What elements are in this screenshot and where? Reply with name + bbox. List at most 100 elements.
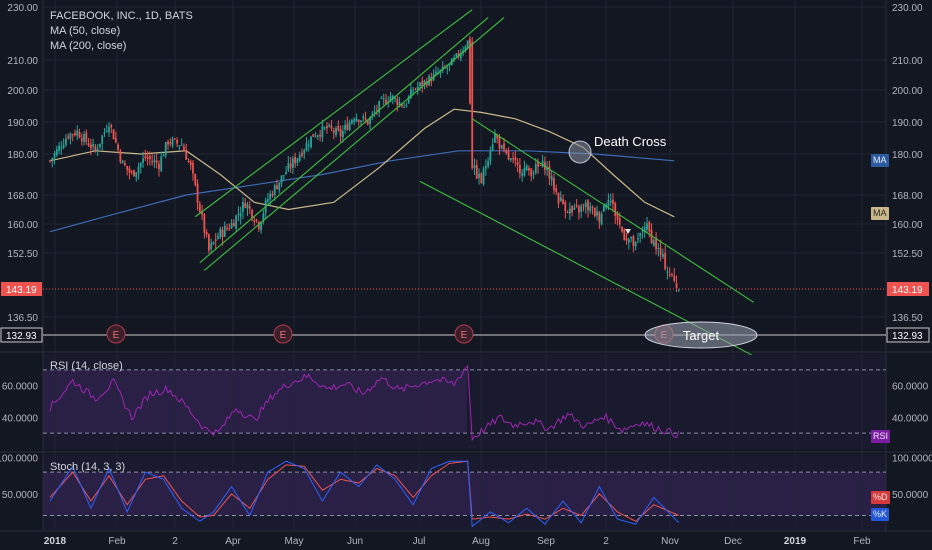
rsi-legend[interactable]: RSI (14, close)	[50, 360, 123, 372]
price-tick-right-4: 180.00	[892, 150, 923, 161]
candle-body	[301, 152, 303, 157]
x-tick-4: May	[285, 536, 304, 547]
candle-body	[196, 183, 199, 203]
x-tick-6: Jul	[413, 536, 426, 547]
candle-body	[655, 237, 657, 250]
candle-body	[357, 119, 360, 123]
candle-body	[198, 203, 201, 213]
target-label: Target	[683, 328, 720, 343]
candle-body	[319, 134, 322, 137]
candle-body	[435, 71, 437, 74]
candle-body	[646, 223, 648, 230]
candle-body	[344, 124, 346, 130]
candle-body	[659, 247, 662, 256]
candle-body	[58, 145, 60, 151]
candle-body	[332, 129, 335, 133]
candle-body	[607, 200, 610, 207]
candle-body	[616, 213, 619, 220]
candle-body	[459, 53, 462, 59]
candle-body	[591, 206, 594, 208]
candle-body	[557, 192, 560, 204]
x-tick-13: Feb	[853, 536, 871, 547]
candle-body	[321, 125, 324, 138]
candle-body	[378, 101, 381, 113]
candle-body	[489, 151, 492, 162]
stoch-tick-right-0: 100.0000	[892, 454, 932, 465]
candle-body	[83, 134, 85, 142]
candle-body	[112, 129, 115, 140]
x-tick-5: Jun	[347, 536, 363, 547]
earnings-marker-2[interactable]	[454, 324, 474, 344]
candle-body	[582, 204, 585, 206]
earnings-marker-0[interactable]	[106, 324, 126, 344]
candle-body	[643, 227, 646, 232]
candle-body	[469, 38, 471, 104]
candle-body	[625, 238, 628, 241]
candle-body	[498, 137, 501, 149]
candle-body	[362, 116, 365, 119]
candle-body	[119, 150, 122, 162]
earnings-marker-1[interactable]	[273, 324, 293, 344]
candle-body	[314, 136, 317, 138]
price-tick-right-6: 160.00	[892, 220, 923, 231]
price-tick-left-5: 168.00	[7, 191, 38, 202]
stoch-tick-left-0: 100.0000	[0, 454, 38, 465]
candle-body	[400, 104, 403, 107]
target-tag-left	[0, 327, 43, 343]
rsi-line	[49, 365, 680, 442]
candle-body	[609, 200, 612, 202]
candle-body	[280, 175, 283, 184]
candle-body	[158, 163, 160, 170]
candle-body	[78, 131, 81, 138]
x-tick-12: 2019	[784, 536, 807, 547]
candle-body	[637, 237, 639, 240]
rsi-tick-left-1: 40.0000	[2, 413, 39, 424]
stoch-legend[interactable]: Stoch (14, 3, 3)	[50, 461, 126, 473]
rsi-tick-left-0: 60.0000	[2, 382, 39, 393]
stoch-tick-right-1: 50.0000	[892, 490, 929, 501]
last-price-tag-left	[1, 282, 42, 296]
candle-body	[271, 193, 274, 196]
candle-body	[385, 99, 387, 104]
candle-body	[423, 80, 426, 85]
candle-body	[105, 130, 108, 132]
candle-body	[289, 163, 292, 168]
candle-body	[310, 136, 312, 148]
ma200-legend[interactable]: MA (200, close)	[50, 40, 127, 52]
candle-body	[664, 253, 667, 270]
candle-body	[441, 66, 444, 71]
candle-body	[627, 239, 630, 243]
x-tick-1: Feb	[108, 536, 126, 547]
ma50-legend[interactable]: MA (50, close)	[50, 25, 121, 37]
x-tick-10: Nov	[661, 536, 679, 547]
candle-body	[621, 227, 623, 232]
candle-body	[124, 163, 126, 166]
candle-body	[650, 229, 653, 244]
candle-body	[677, 290, 680, 292]
candle-body	[416, 86, 419, 90]
candle-body	[276, 185, 278, 190]
candle-body	[496, 135, 499, 139]
candle-body	[473, 165, 476, 169]
symbol-title[interactable]: FACEBOOK, INC., 1D, BATS	[50, 10, 193, 22]
candle-body	[135, 172, 138, 178]
candle-body	[396, 98, 399, 106]
candle-body	[382, 98, 385, 100]
candle-body	[559, 197, 562, 202]
candle-body	[162, 155, 165, 157]
price-tick-right-3: 190.00	[892, 118, 923, 129]
candle-body	[532, 173, 535, 175]
price-tick-left-1: 210.00	[7, 56, 38, 67]
stoch-k-badge: %K	[871, 508, 890, 521]
candle-body	[173, 138, 176, 140]
candle-body	[353, 119, 356, 122]
candle-body	[596, 211, 598, 216]
candle-body	[553, 178, 555, 191]
candle-body	[169, 142, 172, 144]
candle-body	[675, 282, 678, 289]
candle-body	[407, 96, 410, 103]
candle-body	[101, 135, 104, 144]
price-tick-right-5: 168.00	[892, 191, 923, 202]
candle-body	[142, 158, 144, 163]
